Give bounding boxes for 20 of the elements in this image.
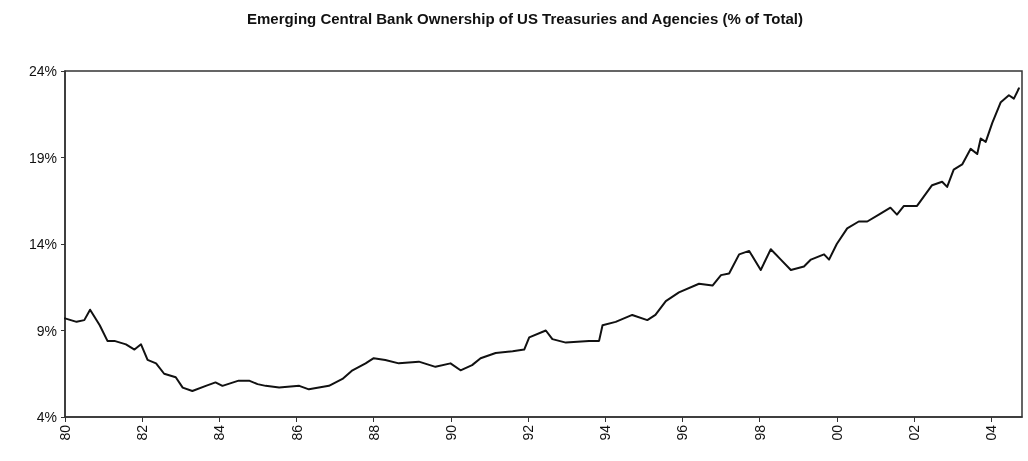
- y-tick-label: 9%: [36, 322, 57, 339]
- x-tick-label: 88: [365, 424, 382, 441]
- chart-title: Emerging Central Bank Ownership of US Treasuries and Agencies (% of Total): [247, 10, 803, 27]
- x-tick-label: 94: [597, 424, 614, 441]
- y-tick-label: 19%: [28, 149, 57, 166]
- y-tick-label: 24%: [28, 63, 57, 79]
- x-tick-label: 96: [674, 424, 691, 441]
- x-tick-label: 98: [751, 424, 768, 441]
- x-tick-label: 04: [983, 424, 1000, 441]
- x-tick-label: 84: [211, 424, 228, 441]
- x-tick-label: 92: [520, 424, 537, 441]
- x-tick-label: 00: [828, 424, 845, 441]
- line-series: [64, 87, 1020, 393]
- x-tick-label: 80: [57, 424, 73, 441]
- y-tick-label: 4%: [36, 409, 57, 425]
- x-tick-label: 86: [288, 424, 305, 441]
- x-tick-label: 90: [442, 424, 459, 441]
- x-tick-label: 02: [905, 424, 922, 441]
- x-tick-label: 82: [134, 424, 151, 441]
- y-tick-label: 14%: [28, 236, 57, 252]
